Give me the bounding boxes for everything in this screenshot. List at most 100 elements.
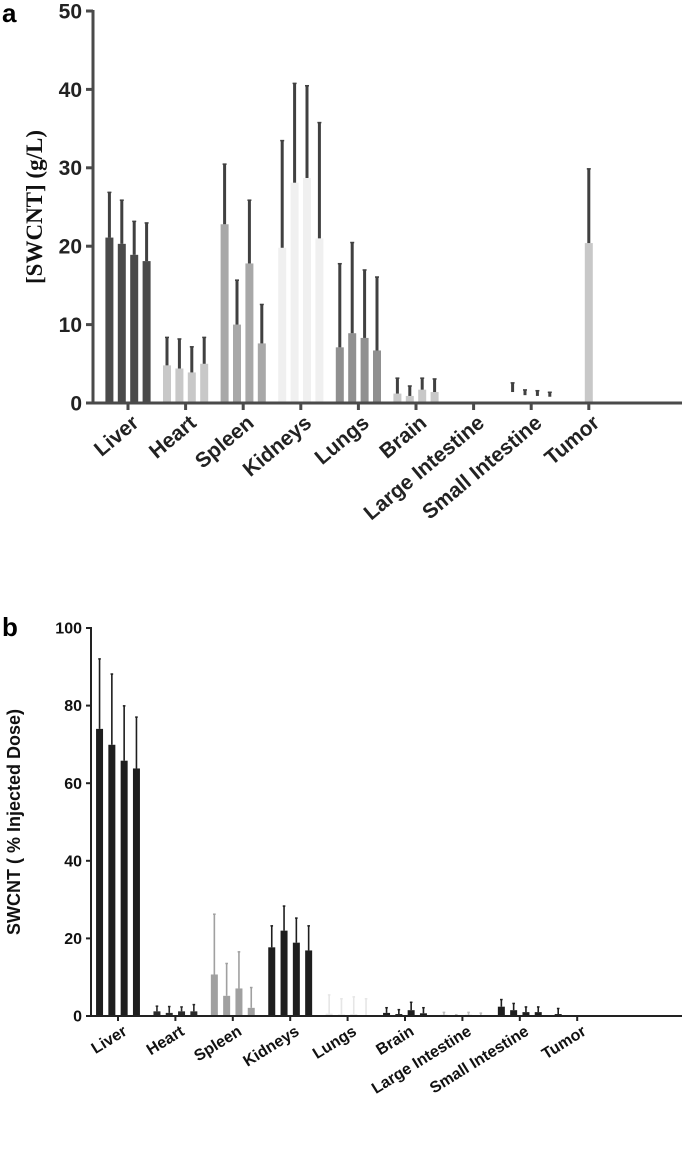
error-cap [110,673,114,675]
y-tick-label: 0 [73,1009,82,1026]
error-bar [587,168,591,244]
error-cap [556,1007,560,1010]
error-cap [479,1012,483,1014]
y-tick-label: 100 [55,621,82,638]
error-cap [523,389,527,391]
bar [360,337,369,403]
error-bar [375,276,379,351]
x-tick-label: Kidneys [241,1023,303,1070]
error-bar [548,392,552,397]
error-bar [98,658,101,729]
error-cap [467,1011,470,1014]
error-bar [511,382,515,393]
error-cap [454,1013,458,1016]
error-cap [259,303,264,306]
error-bar [123,705,125,761]
error-cap [524,1006,528,1008]
bar [165,1012,173,1016]
error-bar [238,951,240,989]
bar [325,1013,333,1016]
bar [584,243,593,403]
error-cap [337,262,342,265]
error-bar [177,338,181,369]
error-bar [165,337,169,366]
error-cap [119,199,124,201]
y-tick-label: 50 [59,0,82,23]
y-tick-label: 40 [64,853,82,870]
y-tick-label: 80 [64,698,82,715]
error-cap [247,199,252,201]
bar [419,1013,427,1016]
bar [405,395,414,403]
error-bar [525,1006,527,1013]
error-cap [280,139,285,142]
bar [545,396,554,403]
error-bar [500,999,503,1007]
error-cap [375,276,379,278]
error-cap [352,996,356,998]
error-cap [189,346,194,348]
error-cap [98,658,101,660]
error-bar [338,263,342,348]
error-bar [260,304,264,344]
error-cap [305,84,309,87]
error-bar [340,998,343,1015]
error-cap [397,1008,401,1011]
y-tick-label: 40 [59,79,82,102]
bar [383,1012,391,1016]
error-bar [193,1004,195,1012]
y-tick-label: 60 [64,776,82,793]
error-cap [385,1006,388,1009]
bar [510,1010,518,1016]
error-cap [107,191,112,194]
bar [108,744,116,1016]
bar [117,243,126,403]
error-cap [547,391,552,394]
x-tick-label: Tumor [539,1023,589,1063]
x-tick-label: Tumor [540,411,604,470]
error-bar [145,222,149,262]
error-cap [432,378,437,380]
error-bar [408,385,412,396]
y-axis-label: [SWCNT] (g/L) [22,130,47,284]
error-bar [512,1003,515,1011]
bar [223,995,231,1016]
error-cap [340,998,343,1000]
error-bar [135,716,138,769]
bar [534,1012,542,1016]
error-bar [132,221,136,255]
error-cap [282,905,286,907]
bar [373,350,381,403]
error-cap [407,385,412,387]
error-bar [420,377,424,390]
error-bar [250,987,253,1008]
error-cap [235,279,239,281]
error-cap [442,1011,446,1014]
error-cap [409,1001,413,1004]
error-cap [180,1006,183,1008]
error-cap [270,925,274,927]
error-cap [155,1005,159,1007]
bar [200,363,209,403]
error-cap [536,1006,540,1008]
error-cap [362,269,367,271]
bar [235,988,243,1016]
bar [303,177,311,403]
error-bar [307,925,310,951]
error-bar [270,925,273,948]
error-cap [364,998,368,1000]
error-bar [535,390,539,396]
x-tick-label: Lungs [310,1023,360,1063]
bar [247,1007,255,1016]
error-cap [144,222,149,224]
error-bar [480,1012,482,1016]
bar [120,760,128,1016]
x-tick-label: Large Intestine [369,1023,475,1098]
bar [142,261,151,403]
error-cap [225,962,228,965]
bar [178,1011,186,1016]
bar [315,238,324,403]
error-bar [363,269,367,338]
error-bar [398,1009,400,1015]
